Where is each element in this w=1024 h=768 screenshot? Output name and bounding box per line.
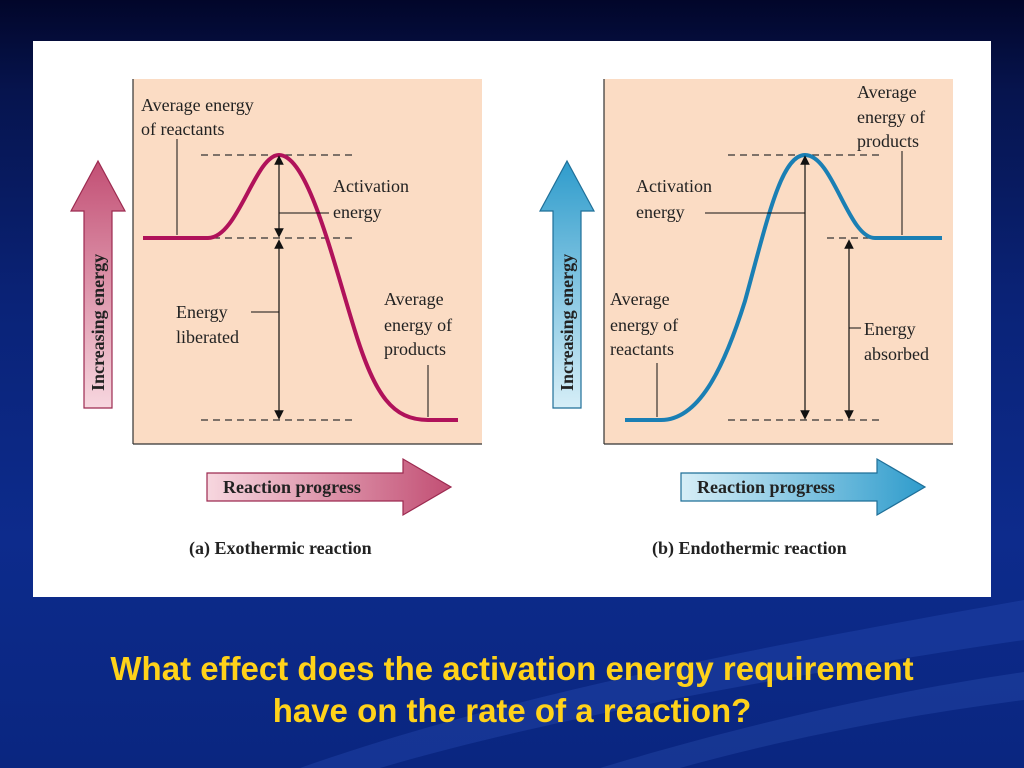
exothermic-x-axis-label: Reaction progress xyxy=(223,477,361,497)
exothermic-caption: (a) Exothermic reaction xyxy=(189,538,372,559)
energy-diagrams: Average energy of reactants Activation e… xyxy=(69,79,953,559)
exothermic-diagram: Average energy of reactants Activation e… xyxy=(69,79,482,559)
endothermic-reactants-label: Average energy of reactants xyxy=(610,289,683,359)
figure-panel: Average energy of reactants Activation e… xyxy=(33,41,991,597)
question-line-1: What effect does the activation energy r… xyxy=(110,650,914,687)
endothermic-x-axis-label: Reaction progress xyxy=(697,477,835,497)
endothermic-plot-area xyxy=(604,79,953,444)
exothermic-plot-area xyxy=(133,79,482,444)
exothermic-progress-arrow xyxy=(206,457,453,517)
endothermic-progress-arrow xyxy=(680,457,927,517)
question-line-2: have on the rate of a reaction? xyxy=(272,692,752,729)
endothermic-absorbed-label: Energy absorbed xyxy=(864,319,929,364)
exothermic-energy-curve xyxy=(143,152,458,422)
endothermic-diagram: Average energy of products Activation en… xyxy=(538,79,953,559)
slide-question: What effect does the activation energy r… xyxy=(0,648,1024,732)
exothermic-y-axis-label: Increasing energy xyxy=(88,254,108,391)
exothermic-reactants-label: Average energy of reactants xyxy=(141,95,258,139)
exothermic-activation-label: Activation energy xyxy=(333,176,413,222)
endothermic-products-label: Average energy of products xyxy=(857,82,930,151)
exothermic-liberated-label: Energy liberated xyxy=(176,302,239,347)
exothermic-products-label: Average energy of products xyxy=(384,289,457,359)
endothermic-energy-curve xyxy=(625,152,942,422)
endothermic-activation-label: Activation energy xyxy=(636,176,716,222)
endothermic-energy-arrow xyxy=(538,159,596,409)
endothermic-caption: (b) Endothermic reaction xyxy=(652,538,847,559)
endothermic-y-axis-label: Increasing energy xyxy=(557,254,577,391)
exothermic-energy-arrow xyxy=(69,159,127,409)
